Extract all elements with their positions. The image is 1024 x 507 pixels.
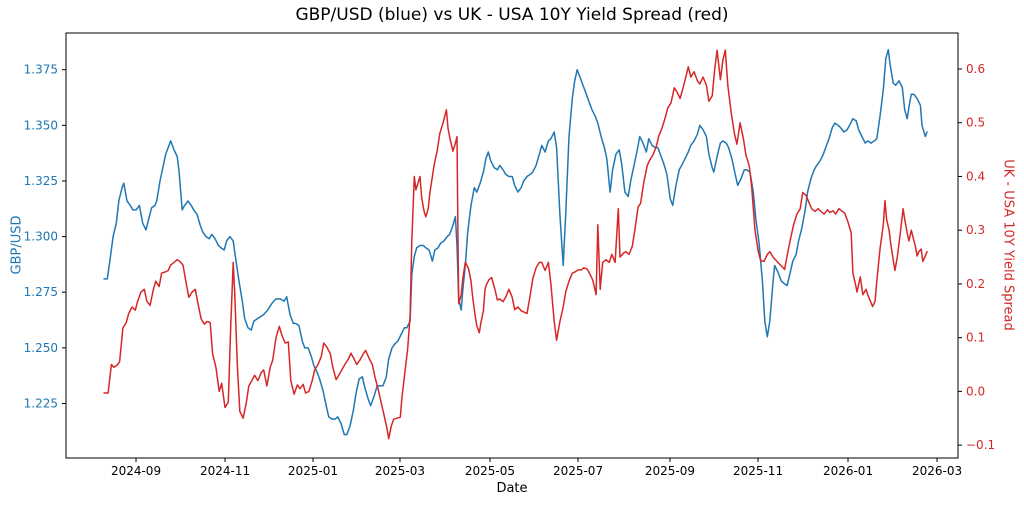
yield-spread-line — [103, 49, 928, 440]
x-tick-label: 2025-05 — [465, 464, 515, 478]
left-tick-label: 1.275 — [24, 285, 58, 299]
right-tick-label: −0.1 — [966, 438, 995, 452]
right-tick-label: 0.0 — [966, 384, 985, 398]
x-tick-label: 2024-11 — [200, 464, 250, 478]
x-tick-label: 2026-01 — [823, 464, 873, 478]
chart-title: GBP/USD (blue) vs UK - USA 10Y Yield Spr… — [295, 5, 729, 25]
right-axis-label: UK - USA 10Y Yield Spread — [1000, 159, 1016, 331]
left-tick-label: 1.225 — [24, 396, 58, 410]
left-tick-label: 1.375 — [24, 63, 58, 77]
left-axis-label: GBP/USD — [9, 215, 25, 275]
x-tick-label: 2025-09 — [645, 464, 695, 478]
right-tick-label: 0.2 — [966, 277, 985, 291]
x-tick-label: 2025-07 — [553, 464, 603, 478]
gbpusd-line — [103, 48, 928, 436]
x-tick-label: 2025-01 — [288, 464, 338, 478]
left-tick-label: 1.350 — [24, 118, 58, 132]
right-tick-label: 0.5 — [966, 116, 985, 130]
x-tick-label: 2026-03 — [912, 464, 962, 478]
x-tick-label: 2025-03 — [375, 464, 425, 478]
left-tick-label: 1.300 — [24, 230, 58, 244]
left-tick-label: 1.325 — [24, 174, 58, 188]
right-tick-label: 0.3 — [966, 223, 985, 237]
x-tick-label: 2024-09 — [111, 464, 161, 478]
plot-frame — [65, 32, 959, 459]
right-tick-label: 0.1 — [966, 331, 985, 345]
right-tick-label: 0.4 — [966, 169, 985, 183]
x-tick-label: 2025-11 — [733, 464, 783, 478]
right-tick-label: 0.6 — [966, 62, 985, 76]
x-axis-label: Date — [496, 481, 528, 496]
left-tick-label: 1.250 — [24, 341, 58, 355]
